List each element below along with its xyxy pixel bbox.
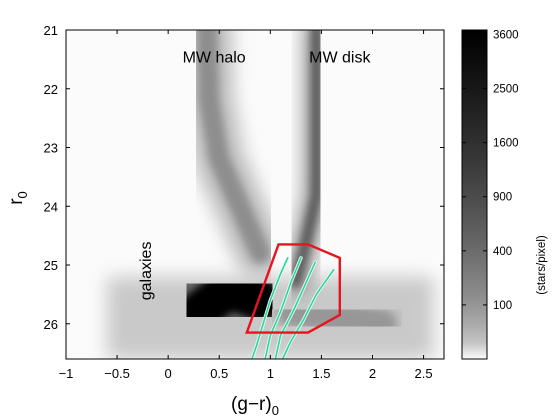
x-axis-title: (g−r)0 bbox=[231, 394, 279, 418]
density-feature-2-core bbox=[178, 267, 281, 333]
x-tick-label: 0 bbox=[165, 366, 172, 381]
colorbar-tick-label: 1600 bbox=[493, 138, 519, 150]
x-axis-ticks: −1 −0.5 0 0.5 1 1.5 2 2.5 bbox=[59, 30, 433, 381]
x-axis-title-sub: 0 bbox=[272, 403, 279, 418]
y-axis-title-sub: 0 bbox=[15, 191, 30, 198]
density-feature-1-core bbox=[290, 30, 322, 289]
y-tick-label: 25 bbox=[44, 258, 58, 273]
colorbar-title: (stars/pixel) bbox=[536, 235, 548, 295]
density-feature-0-core bbox=[196, 30, 271, 264]
isochrone-2 bbox=[274, 261, 317, 359]
y-tick-label: 22 bbox=[44, 82, 58, 97]
x-tick-label: −0.5 bbox=[104, 366, 130, 381]
y-axis-title-group: r0 bbox=[6, 191, 30, 205]
x-tick-label: 1.5 bbox=[312, 366, 330, 381]
y-tick-label: 21 bbox=[44, 23, 58, 38]
isochrone-3 bbox=[281, 268, 335, 359]
annotation-label: galaxies bbox=[138, 242, 155, 301]
x-tick-label: 2.5 bbox=[415, 366, 433, 381]
colorbar bbox=[461, 29, 488, 360]
x-axis-title-main: (g−r) bbox=[231, 394, 272, 415]
annotation-label: MW disk bbox=[309, 49, 371, 66]
x-tick-label: 1 bbox=[267, 366, 274, 381]
x-tick-label: 2 bbox=[369, 366, 376, 381]
x-tick-label: 0.5 bbox=[210, 366, 228, 381]
annotation-label: MW halo bbox=[183, 49, 246, 66]
density-layer bbox=[106, 30, 434, 359]
isochrone-0 bbox=[251, 257, 289, 359]
x-tick-label: −1 bbox=[59, 366, 74, 381]
y-axis-title: r0 bbox=[6, 191, 30, 205]
annotation-layer: MW halo MW disk galaxies bbox=[138, 49, 372, 300]
colorbar-tick-label: 2500 bbox=[493, 84, 519, 96]
colorbar-tick-label: 900 bbox=[493, 192, 512, 204]
plot-frame bbox=[65, 29, 445, 360]
y-tick-label: 24 bbox=[44, 199, 58, 214]
colorbar-tick-label: 400 bbox=[493, 246, 512, 258]
y-tick-label: 23 bbox=[44, 141, 58, 156]
colorbar-ticks: 100 400 900 1600 2500 3600 bbox=[462, 29, 519, 312]
colorbar-tick-label: 100 bbox=[493, 300, 512, 312]
selection-polygon bbox=[245, 243, 341, 334]
colorbar-tick-label: 3600 bbox=[493, 29, 519, 41]
y-axis-title-main: r bbox=[6, 198, 27, 205]
isochrone-1 bbox=[264, 257, 302, 359]
colorbar-title-group: (stars/pixel) bbox=[536, 235, 548, 295]
isochrone-layer bbox=[250, 256, 336, 359]
y-tick-label: 26 bbox=[44, 317, 58, 332]
y-axis-ticks: 21 22 23 24 25 26 bbox=[44, 23, 444, 332]
